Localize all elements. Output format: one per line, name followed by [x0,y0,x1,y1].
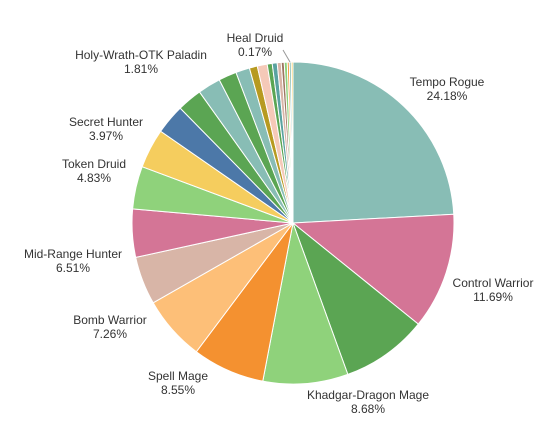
slice-label-name: Heal Druid [227,31,284,45]
pie-labels: Tempo Rogue 24.18% Control Warrior 11.69% Kh… [24,31,533,416]
pie-slices [131,61,455,385]
pie-slice-heal-druid [290,61,294,224]
slice-label-name: Token Druid [62,157,126,171]
pie-slice-khadgar-dragon-mage [291,221,420,376]
slice-label-name: Bomb Warrior [73,313,147,327]
slice-label-value: 6.51% [56,261,90,275]
slice-label-name: Mid-Range Hunter [24,247,122,261]
label-leader-lines [282,49,291,63]
slice-label-value: 3.97% [89,129,123,143]
slice-label-value: 8.55% [161,383,195,397]
pie-slice-spell-mage [262,221,349,385]
pie-slice-control-warrior [291,213,455,325]
slice-label-name: Spell Mage [148,369,208,383]
slice-label: Holy-Wrath-OTK Paladin 1.81% [75,48,207,76]
slice-label: Heal Druid 0.17% [227,31,284,59]
slice-label: Khadgar-Dragon Mage 8.68% [307,388,429,416]
slice-label: Mid-Range Hunter 6.51% [24,247,122,275]
slice-label-name: Tempo Rogue [410,75,485,89]
slice-label-value: 0.17% [238,45,272,59]
pie-slice-tempo-rogue [292,61,455,224]
slice-label-value: 7.26% [93,327,127,341]
slice-label-value: 1.81% [124,62,158,76]
slice-label: Tempo Rogue 24.18% [410,75,485,103]
slice-label-name: Secret Hunter [69,115,143,129]
slice-label: Bomb Warrior 7.26% [73,313,147,341]
slice-label-name: Control Warrior [453,276,534,290]
slice-label-name: Holy-Wrath-OTK Paladin [75,48,207,62]
slice-label: Spell Mage 8.55% [148,369,208,397]
slice-label-value: 24.18% [427,89,468,103]
slice-label-value: 8.68% [351,402,385,416]
leader-line [282,49,291,63]
slice-label: Control Warrior 11.69% [453,276,534,304]
slice-label: Secret Hunter 3.97% [69,115,143,143]
slice-label-value: 4.83% [77,171,111,185]
slice-label: Token Druid 4.83% [62,157,126,185]
slice-label-value: 11.69% [473,290,513,304]
slice-label-name: Khadgar-Dragon Mage [307,388,429,402]
